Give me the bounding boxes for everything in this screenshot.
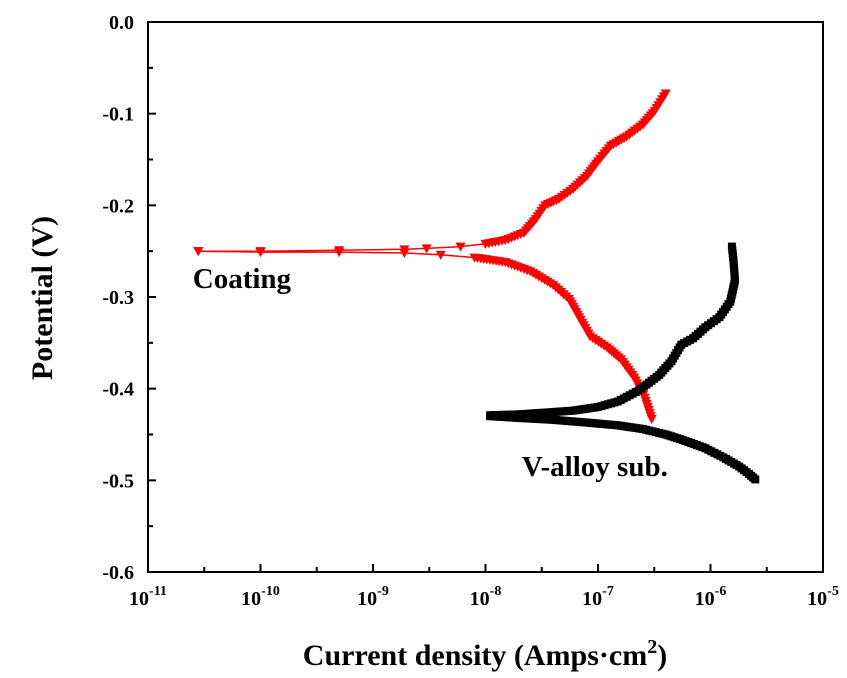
plot-area bbox=[147, 21, 824, 573]
y-axis-title: Potential (V) bbox=[26, 216, 59, 380]
x-axis-title-close: ) bbox=[657, 639, 667, 672]
data-point bbox=[334, 248, 345, 258]
x-tick-label-base: 10 bbox=[807, 588, 827, 610]
data-point bbox=[255, 248, 266, 258]
x-tick-label-base: 10 bbox=[129, 588, 149, 610]
data-point bbox=[751, 475, 760, 484]
x-tick-label-exponent: -7 bbox=[602, 584, 614, 599]
data-point bbox=[660, 89, 671, 99]
data-point bbox=[727, 242, 736, 251]
plot-frame bbox=[147, 21, 824, 573]
data-point bbox=[646, 414, 657, 424]
y-tick-label: -0.6 bbox=[102, 562, 134, 584]
x-tick-label-base: 10 bbox=[241, 588, 261, 610]
y-tick-label: -0.5 bbox=[102, 470, 134, 492]
x-tick-label-exponent: -8 bbox=[490, 584, 502, 599]
series-coating bbox=[193, 89, 671, 424]
x-tick-label: 10-9 bbox=[357, 584, 389, 610]
x-tick-label-exponent: -5 bbox=[827, 584, 839, 599]
y-tick-label: -0.4 bbox=[102, 379, 134, 401]
x-tick-label: 10-7 bbox=[582, 584, 614, 610]
x-tick-label: 10-5 bbox=[807, 584, 839, 610]
data-point bbox=[193, 247, 204, 257]
x-axis-title-text: Current density (Amps·cm bbox=[303, 639, 647, 672]
annotation-label: V-alloy sub. bbox=[522, 451, 668, 483]
x-tick-label-exponent: -10 bbox=[261, 584, 280, 599]
series-line-anodic bbox=[198, 93, 667, 252]
x-tick-label-base: 10 bbox=[470, 588, 490, 610]
x-tick-label-base: 10 bbox=[695, 588, 715, 610]
y-tick-label: -0.1 bbox=[102, 104, 134, 126]
series-layer bbox=[193, 89, 760, 484]
x-tick-label: 10-6 bbox=[695, 584, 727, 610]
annotations: Coating V-alloy sub. bbox=[193, 263, 668, 483]
x-axis-title: Current density (Amps·cm2) bbox=[303, 636, 667, 672]
series-v-alloy-sub bbox=[486, 242, 760, 484]
axis-ticks: 10-11 10-10 10-9 10-8 10-7 10-6 10-50.0-0.1-0.… bbox=[102, 12, 839, 610]
data-point bbox=[455, 242, 466, 252]
data-point bbox=[421, 244, 432, 254]
y-tick-label: -0.2 bbox=[102, 195, 134, 217]
x-tick-label-base: 10 bbox=[357, 588, 377, 610]
annotation-label: Coating bbox=[193, 263, 292, 295]
x-tick-label-exponent: -11 bbox=[149, 584, 167, 599]
y-tick-label: -0.3 bbox=[102, 287, 134, 309]
x-tick-label: 10-8 bbox=[470, 584, 502, 610]
y-tick-label: 0.0 bbox=[109, 12, 134, 34]
data-point bbox=[435, 250, 446, 260]
x-tick-label: 10-10 bbox=[241, 584, 280, 610]
x-tick-label-base: 10 bbox=[582, 588, 602, 610]
x-tick-label-exponent: -6 bbox=[715, 584, 727, 599]
data-point bbox=[399, 249, 410, 258]
x-tick-label: 10-11 bbox=[129, 584, 167, 610]
x-axis-title-sup: 2 bbox=[647, 636, 657, 658]
x-tick-label-exponent: -9 bbox=[377, 584, 389, 599]
